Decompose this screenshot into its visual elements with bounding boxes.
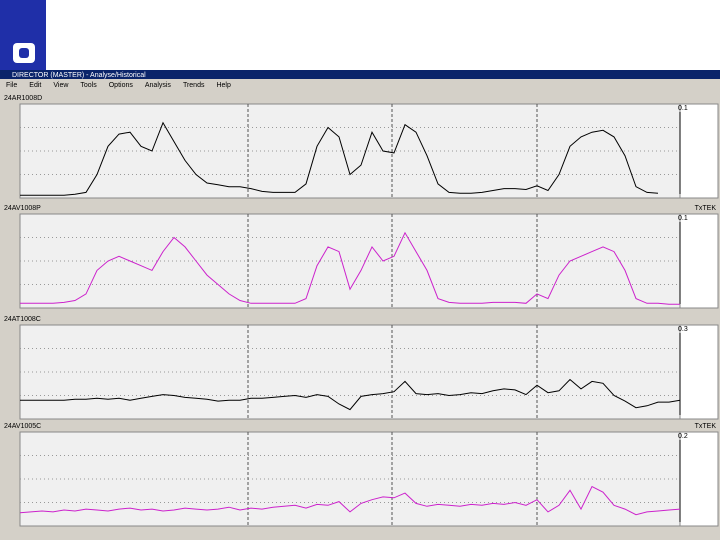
scale-label: 0.1 bbox=[678, 215, 688, 222]
plot-area bbox=[19, 103, 681, 199]
trend-line bbox=[19, 485, 681, 516]
scale-label: 0.2 bbox=[678, 433, 688, 440]
menu-item[interactable]: View bbox=[53, 82, 69, 89]
scale-label: 0.1 bbox=[678, 105, 688, 112]
menu-item[interactable]: Edit bbox=[29, 82, 41, 89]
trend-panels: 24AR1008D 0.1 24AV1008P TxTEK 0.1 24AT1008C 0.… bbox=[4, 95, 719, 527]
tag-label: 24AT1008C bbox=[4, 316, 41, 323]
menu-item[interactable]: Trends bbox=[183, 82, 205, 89]
scale-area bbox=[679, 431, 719, 527]
menu-item[interactable]: Tools bbox=[80, 82, 97, 89]
menu-item[interactable]: Help bbox=[216, 82, 231, 89]
tag-label: 24AV1005C bbox=[4, 423, 41, 430]
trend-line bbox=[20, 121, 659, 196]
plot-area bbox=[19, 431, 681, 527]
right-label: TxTEK bbox=[695, 205, 717, 212]
trend-line bbox=[20, 231, 680, 305]
menu-item[interactable]: Analysis bbox=[145, 82, 172, 89]
menu-item[interactable]: File bbox=[6, 82, 17, 89]
right-label: TxTEK bbox=[695, 423, 717, 430]
scale-area bbox=[679, 324, 719, 420]
window-title: DIRECTOR (MASTER) - Analyse/Historical bbox=[12, 72, 146, 79]
title-bar bbox=[0, 70, 720, 79]
tag-label: 24AR1008D bbox=[4, 95, 42, 102]
menu-item[interactable]: Options bbox=[109, 82, 134, 89]
logo-icon-inner bbox=[19, 48, 29, 58]
tag-label: 24AV1008P bbox=[4, 205, 41, 212]
scale-label: 0.3 bbox=[678, 326, 688, 333]
plot-area bbox=[19, 213, 681, 309]
plot-area bbox=[19, 324, 681, 420]
scale-area bbox=[679, 103, 719, 199]
trend-line bbox=[20, 378, 681, 411]
scale-area bbox=[679, 213, 719, 309]
menu-bar: File Edit View Tools Options Analysis Trends He… bbox=[6, 82, 231, 89]
